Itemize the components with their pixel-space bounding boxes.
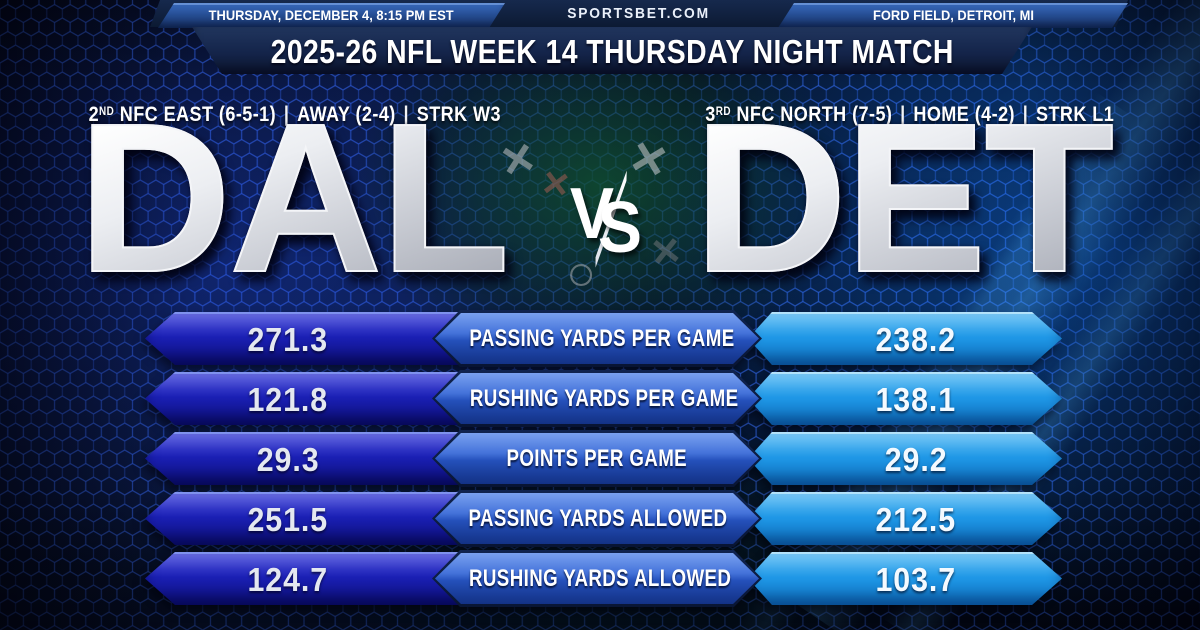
home-stat-value: 238.2 — [875, 321, 957, 358]
away-team-info: 2ND NFC EAST (6-5-1)|AWAY (2-4)|STRK W3 — [55, 103, 525, 127]
stat-label-plate — [432, 370, 762, 427]
vs-letter-s: S — [597, 188, 643, 268]
home-streak: STRK L1 — [1036, 103, 1114, 126]
vs-mark: V S — [556, 160, 676, 280]
home-record: HOME (4-2) — [913, 103, 1015, 126]
table-row: 121.8 RUSHING YARDS PER GAME 138.1 — [0, 372, 1200, 425]
stat-label: PASSING YARDS ALLOWED — [468, 505, 728, 532]
stat-label-plate — [432, 310, 762, 367]
venue-banner: FORD FIELD, DETROIT, MI — [778, 3, 1128, 28]
stat-label-plate — [432, 490, 762, 547]
home-team-abbr: DET — [668, 91, 1138, 305]
away-rank-suffix: ND — [99, 106, 114, 118]
vs-letter-v: V — [569, 174, 615, 254]
home-value-bar — [748, 312, 1062, 365]
table-row: 251.5 PASSING YARDS ALLOWED 212.5 — [0, 492, 1200, 545]
separator: | — [892, 103, 913, 126]
stat-label-plate — [432, 550, 762, 607]
separator: | — [396, 103, 417, 126]
away-record: AWAY (2-4) — [297, 103, 396, 126]
away-division: NFC EAST (6-5-1) — [120, 103, 276, 126]
stats-table: 271.3 PASSING YARDS PER GAME 238.2 121.8… — [0, 312, 1200, 612]
stat-label: PASSING YARDS PER GAME — [469, 325, 735, 352]
home-value-bar — [748, 492, 1062, 545]
away-stat-value: 251.5 — [247, 501, 329, 538]
separator: | — [276, 103, 297, 126]
away-stat-value: 121.8 — [247, 381, 329, 418]
page-title: 2025-26 NFL WEEK 14 THURSDAY NIGHT MATCH — [270, 33, 954, 70]
table-row: 271.3 PASSING YARDS PER GAME 238.2 — [0, 312, 1200, 365]
home-value-bar — [748, 432, 1062, 485]
home-rank-suffix: RD — [716, 106, 731, 118]
home-division: NFC NORTH (7-5) — [736, 103, 892, 126]
home-value-bar — [748, 372, 1062, 425]
stat-label: RUSHING YARDS ALLOWED — [468, 565, 732, 592]
home-value-bar — [748, 552, 1062, 605]
home-stat-value: 212.5 — [875, 501, 957, 538]
stat-label: POINTS PER GAME — [506, 445, 688, 472]
home-stat-value: 138.1 — [875, 381, 957, 418]
site-label: SPORTSBET.COM — [567, 5, 711, 22]
venue-label: FORD FIELD, DETROIT, MI — [872, 7, 1034, 23]
away-rank: 2 — [89, 103, 99, 126]
away-stat-value: 29.3 — [256, 441, 320, 478]
stat-label-plate — [432, 430, 762, 487]
datetime-banner: THURSDAY, DECEMBER 4, 8:15 PM EST — [158, 3, 505, 28]
away-stat-value: 271.3 — [247, 321, 329, 358]
away-streak: STRK W3 — [417, 103, 501, 126]
separator: | — [1015, 103, 1036, 126]
table-row: 124.7 RUSHING YARDS ALLOWED 103.7 — [0, 552, 1200, 605]
away-team-abbr: DAL — [58, 91, 528, 305]
stat-label: RUSHING YARDS PER GAME — [469, 385, 739, 412]
datetime-label: THURSDAY, DECEMBER 4, 8:15 PM EST — [208, 7, 455, 23]
home-team-info: 3RD NFC NORTH (7-5)|HOME (4-2)|STRK L1 — [672, 103, 1142, 127]
home-rank: 3 — [705, 103, 715, 126]
home-stat-value: 29.2 — [884, 441, 948, 478]
home-stat-value: 103.7 — [875, 561, 957, 598]
play-o-icon: ○ — [566, 245, 597, 301]
title-bar: 2025-26 NFL WEEK 14 THURSDAY NIGHT MATCH — [192, 27, 1032, 74]
away-stat-value: 124.7 — [247, 561, 329, 598]
table-row: 29.3 POINTS PER GAME 29.2 — [0, 432, 1200, 485]
